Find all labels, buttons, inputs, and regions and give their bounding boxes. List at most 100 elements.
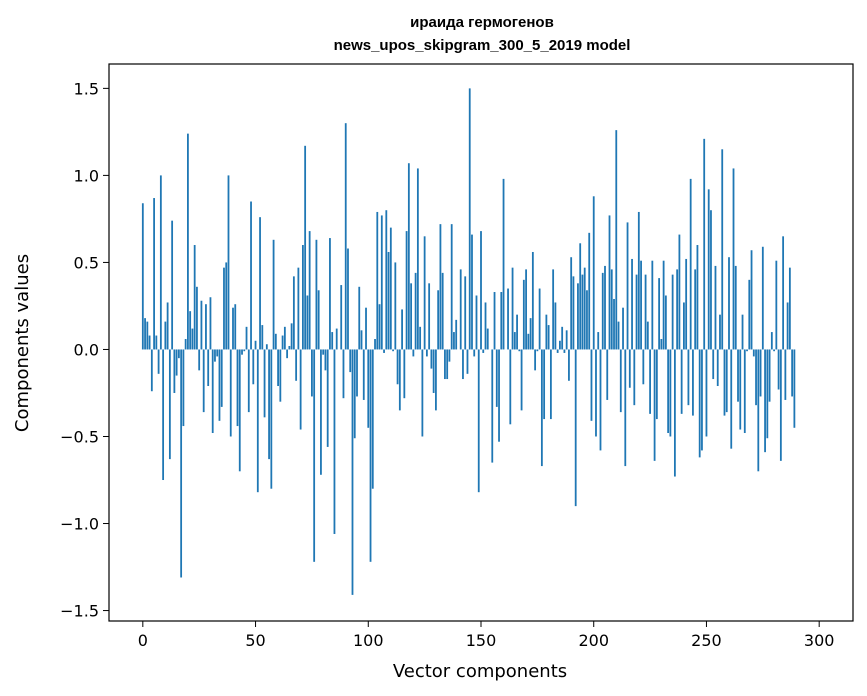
bar-180 (547, 325, 550, 350)
bar-276 (764, 349, 766, 453)
bar-163 (509, 349, 512, 425)
bar-70 (299, 349, 302, 430)
bar-45 (243, 349, 246, 352)
bar-57 (270, 349, 273, 489)
bar-145 (468, 88, 471, 350)
bar-148 (475, 295, 478, 350)
bar-108 (385, 210, 388, 350)
bar-153 (486, 328, 489, 350)
bar-227 (653, 349, 656, 461)
bar-66 (290, 323, 293, 350)
bar-187 (563, 349, 566, 353)
bar-252 (710, 210, 712, 350)
bar-236 (673, 349, 676, 477)
bar-115 (401, 309, 403, 350)
bar-41 (234, 304, 237, 350)
bar-117 (405, 231, 408, 350)
bar-89 (342, 349, 345, 399)
bar-285 (784, 349, 787, 400)
bar-179 (545, 314, 548, 350)
bar-166 (516, 314, 518, 350)
bar-149 (477, 349, 480, 493)
bar-77 (315, 239, 318, 350)
bar-123 (419, 326, 422, 350)
bar-121 (414, 272, 417, 350)
bar-6 (155, 335, 158, 350)
bar-125 (423, 236, 426, 350)
bar-97 (360, 330, 363, 350)
bar-56 (268, 349, 270, 460)
bar-267 (743, 349, 746, 434)
bar-255 (716, 349, 719, 387)
bar-42 (236, 349, 239, 427)
bar-120 (412, 349, 415, 357)
bar-62 (281, 335, 284, 350)
bar-25 (198, 349, 201, 371)
bar-91 (347, 248, 349, 350)
bar-30 (209, 297, 212, 350)
bar-172 (529, 318, 532, 350)
bar-181 (549, 349, 552, 420)
bar-15 (175, 349, 178, 376)
y-tick-label: 0.0 (74, 340, 99, 359)
x-tick-label: 200 (578, 631, 609, 650)
bar-256 (719, 314, 721, 350)
bar-157 (495, 349, 498, 407)
bar-270 (750, 250, 753, 350)
bar-79 (320, 349, 322, 475)
bar-144 (466, 349, 469, 374)
bar-192 (574, 349, 577, 507)
bar-182 (552, 269, 555, 350)
bar-194 (579, 243, 582, 350)
bar-0 (141, 203, 144, 350)
bar-21 (189, 311, 192, 350)
bar-250 (705, 349, 708, 437)
bar-55 (265, 344, 268, 350)
bar-106 (380, 215, 383, 350)
bar-129 (432, 349, 435, 393)
bar-94 (353, 349, 356, 439)
bar-130 (435, 349, 437, 411)
bar-126 (425, 349, 428, 357)
bar-243 (689, 178, 692, 350)
bar-281 (775, 260, 778, 350)
bar-228 (655, 349, 658, 420)
bar-195 (581, 274, 584, 350)
bar-286 (786, 302, 789, 350)
bar-259 (725, 349, 728, 413)
bar-102 (371, 349, 374, 489)
bar-84 (331, 332, 334, 350)
bar-178 (543, 349, 546, 420)
bar-99 (365, 307, 367, 350)
bar-205 (604, 265, 606, 350)
bar-289 (793, 349, 796, 428)
bar-17 (180, 349, 183, 578)
bar-287 (788, 267, 791, 350)
bar-188 (565, 330, 568, 350)
bar-160 (502, 178, 505, 350)
bar-288 (791, 349, 794, 397)
bar-258 (723, 349, 726, 416)
bar-257 (721, 149, 724, 350)
bar-168 (520, 349, 523, 411)
bar-131 (437, 290, 440, 350)
bar-3 (148, 335, 151, 350)
bar-165 (513, 332, 516, 350)
bar-254 (714, 265, 717, 350)
bar-171 (527, 333, 530, 350)
bar-207 (608, 215, 611, 350)
bar-136 (448, 349, 451, 362)
bar-200 (592, 196, 595, 350)
bar-142 (462, 349, 464, 380)
bar-101 (369, 349, 372, 562)
bar-231 (662, 260, 665, 350)
bar-95 (356, 349, 358, 397)
bar-98 (362, 349, 365, 400)
bar-155 (491, 349, 494, 463)
bar-49 (252, 349, 255, 385)
bar-170 (525, 269, 527, 350)
bar-232 (664, 295, 667, 350)
bar-185 (559, 340, 561, 350)
bar-64 (286, 349, 289, 359)
bar-206 (606, 349, 609, 400)
